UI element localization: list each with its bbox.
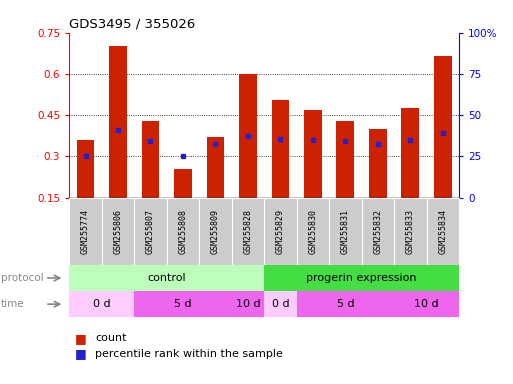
Text: GSM255832: GSM255832: [373, 209, 382, 254]
Text: GSM255834: GSM255834: [439, 209, 447, 254]
Text: GDS3495 / 355026: GDS3495 / 355026: [69, 18, 195, 31]
Text: count: count: [95, 333, 126, 343]
Text: GSM255831: GSM255831: [341, 209, 350, 254]
Bar: [174, 169, 192, 198]
Text: GSM255809: GSM255809: [211, 209, 220, 254]
Text: 5 d: 5 d: [337, 299, 354, 309]
Text: ■: ■: [74, 347, 86, 360]
Bar: [271, 100, 289, 198]
Bar: [402, 108, 419, 198]
Bar: [337, 121, 354, 198]
Bar: [239, 74, 257, 198]
Text: time: time: [1, 299, 25, 309]
Text: progerin expression: progerin expression: [306, 273, 417, 283]
Text: 10 d: 10 d: [415, 299, 439, 309]
Text: 10 d: 10 d: [235, 299, 260, 309]
Bar: [207, 137, 224, 198]
Text: 5 d: 5 d: [174, 299, 192, 309]
Bar: [109, 46, 127, 198]
Text: GSM255774: GSM255774: [81, 209, 90, 254]
Bar: [76, 140, 94, 198]
Text: GSM255806: GSM255806: [113, 209, 123, 254]
Text: GSM255829: GSM255829: [276, 209, 285, 254]
Text: GSM255833: GSM255833: [406, 209, 415, 254]
Bar: [434, 56, 452, 198]
Text: GSM255830: GSM255830: [308, 209, 318, 254]
Text: control: control: [147, 273, 186, 283]
Text: percentile rank within the sample: percentile rank within the sample: [95, 349, 283, 359]
Text: 0 d: 0 d: [271, 299, 289, 309]
Text: 0 d: 0 d: [93, 299, 111, 309]
Bar: [142, 121, 160, 198]
Text: GSM255807: GSM255807: [146, 209, 155, 254]
Text: ■: ■: [74, 332, 86, 345]
Text: protocol: protocol: [1, 273, 44, 283]
Text: GSM255808: GSM255808: [179, 209, 187, 254]
Bar: [369, 129, 387, 198]
Text: GSM255828: GSM255828: [244, 209, 252, 254]
Bar: [304, 110, 322, 198]
